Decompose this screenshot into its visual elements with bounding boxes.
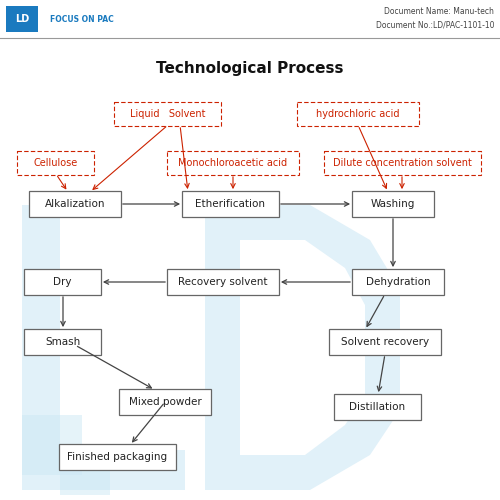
FancyBboxPatch shape	[59, 444, 176, 470]
FancyBboxPatch shape	[352, 269, 444, 295]
FancyBboxPatch shape	[24, 269, 101, 295]
Text: Technological Process: Technological Process	[156, 60, 344, 76]
Text: Dehydration: Dehydration	[366, 277, 430, 287]
FancyBboxPatch shape	[352, 191, 434, 217]
FancyBboxPatch shape	[182, 191, 279, 217]
FancyBboxPatch shape	[29, 191, 121, 217]
Text: Washing: Washing	[371, 199, 415, 209]
FancyBboxPatch shape	[334, 394, 421, 420]
Bar	[60, 455, 110, 495]
FancyBboxPatch shape	[167, 151, 299, 175]
Text: LD: LD	[15, 14, 29, 24]
Text: hydrochloric acid: hydrochloric acid	[316, 109, 400, 119]
Bar	[22, 415, 82, 475]
FancyBboxPatch shape	[297, 102, 419, 126]
Text: Mixed powder: Mixed powder	[128, 397, 202, 407]
FancyBboxPatch shape	[167, 269, 279, 295]
Text: Finished packaging: Finished packaging	[68, 452, 168, 462]
Polygon shape	[240, 240, 365, 455]
Text: Solvent recovery: Solvent recovery	[341, 337, 429, 347]
Text: Alkalization: Alkalization	[45, 199, 105, 209]
Text: Monochloroacetic acid: Monochloroacetic acid	[178, 158, 288, 168]
Polygon shape	[205, 205, 400, 490]
Text: Smash: Smash	[45, 337, 80, 347]
Text: Recovery solvent: Recovery solvent	[178, 277, 268, 287]
FancyBboxPatch shape	[17, 151, 94, 175]
Polygon shape	[22, 205, 185, 490]
FancyBboxPatch shape	[329, 329, 441, 355]
Text: Liquid   Solvent: Liquid Solvent	[130, 109, 206, 119]
FancyBboxPatch shape	[114, 102, 221, 126]
FancyBboxPatch shape	[6, 6, 38, 32]
Text: Cellulose: Cellulose	[34, 158, 78, 168]
FancyBboxPatch shape	[24, 329, 101, 355]
Text: Document No.:LD/PAC-1101-10: Document No.:LD/PAC-1101-10	[376, 20, 494, 30]
Text: Document Name: Manu-tech: Document Name: Manu-tech	[384, 8, 494, 16]
Text: FOCUS ON PAC: FOCUS ON PAC	[50, 14, 114, 24]
Text: Dry: Dry	[53, 277, 72, 287]
FancyBboxPatch shape	[324, 151, 481, 175]
Text: Distillation: Distillation	[350, 402, 406, 412]
Text: Etherification: Etherification	[196, 199, 266, 209]
Text: Dilute concentration solvent: Dilute concentration solvent	[333, 158, 472, 168]
FancyBboxPatch shape	[119, 389, 211, 415]
